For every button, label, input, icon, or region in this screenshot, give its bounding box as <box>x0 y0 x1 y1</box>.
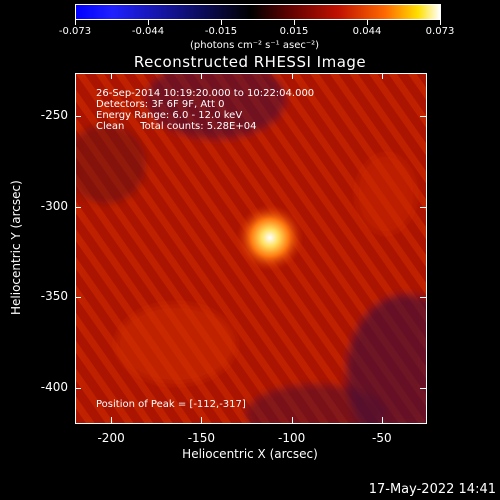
y-tick-label: -350 <box>40 289 68 304</box>
x-tick-label: -150 <box>187 431 215 445</box>
x-tick-mark <box>111 73 113 79</box>
y-axis-label: Heliocentric Y (arcsec) <box>9 180 23 315</box>
plot-title: Reconstructed RHESSI Image <box>133 53 367 71</box>
x-tick-mark <box>381 417 383 423</box>
y-tick-mark <box>75 116 81 118</box>
y-tick-label: -300 <box>40 198 68 213</box>
x-tick-label: -200 <box>97 431 125 445</box>
x-tick-mark <box>111 417 113 423</box>
y-tick-label: -400 <box>40 379 68 394</box>
colorbar-tick <box>367 20 368 25</box>
x-tick-mark <box>291 73 293 79</box>
annotation-energy: Energy Range: 6.0 - 12.0 keV <box>96 110 243 121</box>
x-tick-mark <box>201 73 203 79</box>
y-tick-mark <box>420 297 426 299</box>
y-tick-mark <box>75 297 81 299</box>
annotation-time: 26-Sep-2014 10:19:20.000 to 10:22:04.000 <box>96 88 315 99</box>
annotation-method: Clean Total counts: 5.28E+04 <box>96 121 257 132</box>
x-tick-label: -50 <box>372 431 392 445</box>
colorbar-tick-label: 0.015 <box>279 26 309 37</box>
colorbar-tick-label: -0.044 <box>131 26 165 37</box>
y-tick-mark <box>75 206 81 208</box>
y-tick-mark <box>420 206 426 208</box>
y-tick-mark <box>420 387 426 389</box>
y-tick-mark <box>75 387 81 389</box>
colorbar-tick-label: -0.015 <box>204 26 238 37</box>
colorbar-tick <box>221 20 222 25</box>
colorbar-tick-label: 0.044 <box>352 26 382 37</box>
colorbar-units: (photons cm⁻² s⁻¹ asec⁻²) <box>190 40 320 51</box>
colorbar <box>75 4 441 20</box>
colorbar-tick <box>148 20 149 25</box>
x-tick-label: -100 <box>277 431 306 445</box>
x-axis-label: Heliocentric X (arcsec) <box>182 447 318 461</box>
x-tick-mark <box>291 417 293 423</box>
image-plot[interactable]: 26-Sep-2014 10:19:20.000 to 10:22:04.000… <box>75 73 427 424</box>
x-tick-mark <box>381 73 383 79</box>
annotation-detectors: Detectors: 3F 6F 9F, Att 0 <box>96 99 225 110</box>
colorbar-tick <box>440 20 441 25</box>
heatmap-image <box>76 74 426 423</box>
peak-source <box>235 203 304 272</box>
timestamp: 17-May-2022 14:41 <box>368 482 496 497</box>
annotation-peak: Position of Peak = [-112,-317] <box>96 399 246 410</box>
x-tick-mark <box>201 417 203 423</box>
colorbar-tick-label: 0.073 <box>425 26 455 37</box>
colorbar-tick <box>75 20 76 25</box>
y-tick-mark <box>420 116 426 118</box>
y-tick-label: -250 <box>40 108 68 123</box>
colorbar-tick-label: -0.073 <box>58 26 92 37</box>
colorbar-tick <box>294 20 295 25</box>
